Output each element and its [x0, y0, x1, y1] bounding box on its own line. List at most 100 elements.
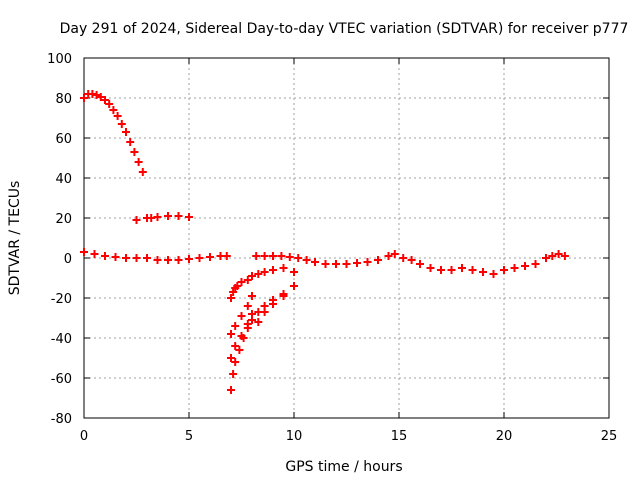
data-point — [554, 250, 563, 258]
data-point — [468, 266, 477, 274]
data-point — [185, 255, 193, 263]
data-point — [143, 214, 151, 222]
data-point — [96, 93, 105, 101]
y-tick-label: -20 — [51, 292, 72, 307]
data-point — [174, 256, 183, 264]
axis-ticks: 0 5 10 15 20 25 100 80 60 40 20 0 -20 -40 -60 -80 — [47, 52, 617, 444]
data-point — [254, 270, 263, 278]
data-point — [239, 334, 248, 342]
x-axis-label: GPS time / hours — [285, 459, 402, 475]
y-tick-label: 20 — [55, 212, 72, 227]
data-point — [416, 260, 424, 268]
data-point — [113, 112, 122, 120]
data-point — [185, 213, 193, 221]
data-point — [390, 250, 399, 258]
data-point — [510, 264, 519, 272]
data-point — [227, 294, 235, 302]
data-point — [132, 216, 141, 224]
y-tick-label: 60 — [55, 132, 72, 147]
data-point — [126, 138, 135, 146]
data-point — [206, 253, 214, 261]
data-point — [399, 254, 408, 262]
data-point — [111, 253, 120, 261]
y-tick-label: -60 — [51, 372, 72, 387]
data-point — [174, 212, 183, 220]
data-point — [117, 120, 126, 128]
data-point — [260, 268, 269, 276]
data-point — [237, 278, 246, 286]
data-point — [227, 386, 235, 394]
data-point — [285, 253, 294, 261]
data-point — [227, 330, 235, 338]
data-series — [80, 90, 569, 394]
y-tick-label: -80 — [51, 412, 72, 427]
data-point — [229, 370, 238, 378]
data-point — [521, 262, 529, 270]
data-point — [164, 212, 172, 220]
chart-title: Day 291 of 2024, Sidereal Day-to-day VTE… — [60, 21, 629, 37]
data-point — [164, 256, 172, 264]
data-point — [222, 252, 231, 260]
data-point — [227, 354, 235, 362]
data-point — [542, 254, 550, 262]
data-point — [342, 260, 351, 268]
data-point — [80, 94, 88, 102]
plot-frame — [83, 57, 610, 419]
data-point — [248, 316, 256, 324]
data-point — [231, 358, 240, 366]
data-point — [531, 260, 540, 268]
data-point — [109, 106, 118, 114]
x-tick-label: 20 — [496, 429, 513, 444]
data-point — [321, 260, 330, 268]
data-point — [195, 254, 204, 262]
data-point — [277, 252, 286, 260]
data-point — [243, 276, 252, 284]
data-point — [374, 256, 382, 264]
y-tick-label: -40 — [51, 332, 72, 347]
data-point — [269, 296, 277, 304]
data-point — [248, 272, 256, 280]
data-point — [130, 148, 139, 156]
data-point — [447, 266, 456, 274]
data-point — [243, 324, 252, 332]
data-point — [254, 308, 263, 316]
data-point — [384, 252, 393, 260]
data-point — [279, 290, 288, 298]
data-point — [332, 260, 340, 268]
data-point — [80, 248, 88, 256]
data-point — [233, 282, 242, 290]
data-point — [122, 128, 130, 136]
data-point — [143, 254, 151, 262]
y-axis-label: SDTVAR / TECUs — [7, 181, 23, 296]
data-point — [294, 254, 303, 262]
x-tick-label: 0 — [80, 429, 88, 444]
data-point — [353, 259, 361, 267]
data-point — [231, 322, 240, 330]
data-point — [290, 282, 298, 290]
data-point — [260, 252, 269, 260]
data-point — [252, 252, 261, 260]
y-tick-label: 80 — [55, 92, 72, 107]
data-point — [132, 254, 141, 262]
data-point — [237, 312, 246, 320]
data-point — [500, 266, 508, 274]
data-point — [92, 91, 101, 99]
y-tick-label: 40 — [55, 172, 72, 187]
data-point — [122, 254, 130, 262]
data-point — [458, 264, 466, 272]
data-point — [426, 264, 435, 272]
y-tick-label: 0 — [64, 252, 72, 267]
data-point — [90, 250, 99, 258]
data-point — [269, 252, 277, 260]
data-point — [138, 168, 147, 176]
y-tick-label: 100 — [47, 52, 72, 67]
x-tick-label: 25 — [601, 429, 618, 444]
data-point — [302, 256, 311, 264]
grid — [84, 58, 609, 418]
x-tick-label: 10 — [286, 429, 303, 444]
data-point — [407, 256, 416, 264]
data-point — [101, 96, 109, 104]
data-point — [269, 266, 277, 274]
